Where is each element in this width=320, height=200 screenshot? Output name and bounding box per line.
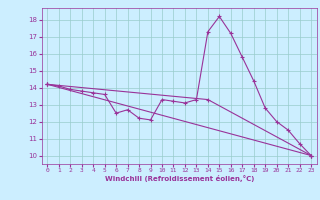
X-axis label: Windchill (Refroidissement éolien,°C): Windchill (Refroidissement éolien,°C) [105,175,254,182]
